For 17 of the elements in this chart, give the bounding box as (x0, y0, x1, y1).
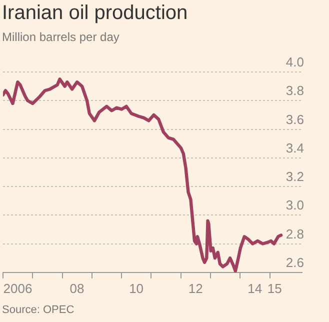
y-tick-label: 4.0 (286, 54, 304, 70)
source-note: Source: OPEC (2, 304, 74, 316)
y-tick-label: 3.8 (286, 83, 304, 98)
x-tick-label: 2006 (3, 280, 32, 296)
y-tick-label: 3.4 (286, 140, 304, 156)
x-tick-label: 12 (188, 280, 203, 296)
chart-title: Iranian oil production (2, 2, 188, 25)
y-tick-label: 2.6 (286, 254, 304, 270)
y-tick-label: 3.0 (286, 198, 304, 213)
x-tick-label: 14 (248, 280, 262, 296)
y-tick-label: 3.2 (286, 169, 304, 184)
x-tick-label: 15 (267, 280, 282, 296)
chart-subtitle: Million barrels per day (2, 30, 120, 44)
x-tick-label: 10 (129, 280, 144, 296)
y-tick-label: 2.8 (286, 226, 304, 242)
y-tick-label: 3.6 (286, 112, 304, 127)
x-tick-label: 08 (70, 280, 84, 296)
